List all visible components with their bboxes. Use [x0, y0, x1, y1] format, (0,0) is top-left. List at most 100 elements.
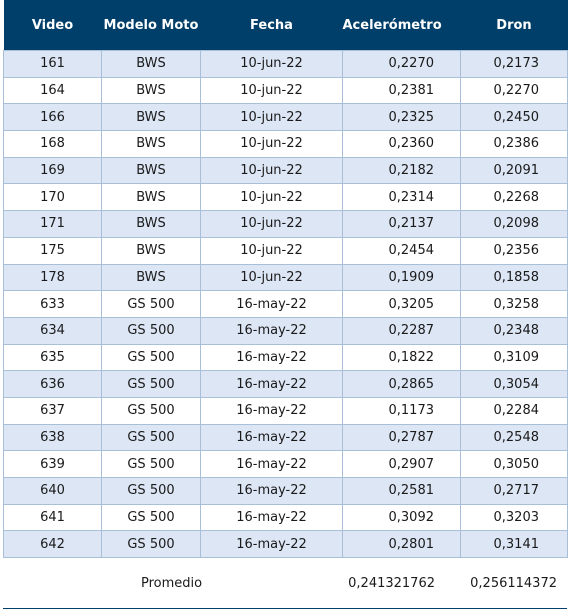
table-row: 639 GS 500 16-may-22 0,2907 0,3050 — [3, 450, 568, 478]
cell-video: 166 — [3, 103, 102, 132]
cell-modelo-moto: BWS — [101, 103, 201, 132]
cell-dron: 0,3054 — [460, 370, 568, 398]
cell-dron: 0,2091 — [460, 156, 568, 185]
cell-modelo-moto: GS 500 — [101, 396, 201, 425]
cell-modelo-moto: BWS — [101, 130, 201, 158]
cell-video: 641 — [3, 503, 102, 532]
cell-modelo-moto: GS 500 — [101, 316, 201, 345]
cell-acelerometro: 0,2314 — [342, 183, 461, 212]
table-row: 634 GS 500 16-may-22 0,2287 0,2348 — [3, 316, 568, 345]
table-row: 175 BWS 10-jun-22 0,2454 0,2356 — [3, 236, 568, 265]
cell-dron: 0,2284 — [460, 396, 568, 425]
cell-video: 164 — [3, 76, 102, 105]
header-dron: Dron — [460, 0, 568, 51]
cell-acelerometro: 0,2325 — [342, 103, 461, 132]
cell-video: 642 — [3, 530, 102, 559]
cell-fecha: 16-may-22 — [200, 396, 343, 425]
cell-video: 639 — [3, 450, 102, 478]
table-row: 178 BWS 10-jun-22 0,1909 0,1858 — [3, 263, 568, 292]
cell-modelo-moto: BWS — [101, 76, 201, 105]
cell-fecha: 10-jun-22 — [200, 183, 343, 212]
cell-video: 168 — [3, 130, 102, 158]
cell-acelerometro: 0,2907 — [342, 450, 461, 478]
cell-fecha: 10-jun-22 — [200, 130, 343, 158]
cell-fecha: 16-may-22 — [200, 503, 343, 532]
cell-fecha: 10-jun-22 — [200, 210, 343, 238]
cell-modelo-moto: GS 500 — [101, 370, 201, 398]
cell-video: 633 — [3, 290, 102, 318]
cell-video: 637 — [3, 396, 102, 425]
cell-fecha: 10-jun-22 — [200, 103, 343, 132]
table-row: 636 GS 500 16-may-22 0,2865 0,3054 — [3, 370, 568, 398]
header-row: Video Modelo Moto Fecha Acelerómetro Dro… — [3, 0, 568, 51]
cell-dron: 0,3258 — [460, 290, 568, 318]
header-fecha: Fecha — [200, 0, 343, 51]
cell-fecha: 16-may-22 — [200, 423, 343, 452]
table-row: 633 GS 500 16-may-22 0,3205 0,3258 — [3, 290, 568, 318]
table-row: 170 BWS 10-jun-22 0,2314 0,2268 — [3, 183, 568, 212]
cell-fecha: 10-jun-22 — [200, 236, 343, 265]
header-video: Video — [3, 0, 102, 51]
average-acelerometro: 0,241321762 — [348, 576, 435, 591]
cell-modelo-moto: BWS — [101, 210, 201, 238]
cell-dron: 0,2173 — [460, 50, 568, 78]
cell-acelerometro: 0,2182 — [342, 156, 461, 185]
cell-acelerometro: 0,2581 — [342, 477, 461, 505]
cell-dron: 0,1858 — [460, 263, 568, 292]
average-label: Promedio — [141, 576, 203, 591]
cell-video: 634 — [3, 316, 102, 345]
cell-fecha: 16-may-22 — [200, 370, 343, 398]
cell-acelerometro: 0,1173 — [342, 396, 461, 425]
summary-row: Promedio 0,241321762 0,256114372 — [3, 560, 567, 609]
table-row: 161 BWS 10-jun-22 0,2270 0,2173 — [3, 50, 568, 78]
table-row: 635 GS 500 16-may-22 0,1822 0,3109 — [3, 343, 568, 372]
cell-acelerometro: 0,2865 — [342, 370, 461, 398]
cell-dron: 0,2386 — [460, 130, 568, 158]
table-row: 169 BWS 10-jun-22 0,2182 0,2091 — [3, 156, 568, 185]
table-row: 637 GS 500 16-may-22 0,1173 0,2284 — [3, 396, 568, 425]
data-table: Video Modelo Moto Fecha Acelerómetro Dro… — [3, 0, 568, 559]
cell-video: 169 — [3, 156, 102, 185]
cell-fecha: 16-may-22 — [200, 290, 343, 318]
cell-modelo-moto: GS 500 — [101, 450, 201, 478]
cell-dron: 0,2356 — [460, 236, 568, 265]
cell-modelo-moto: GS 500 — [101, 503, 201, 532]
cell-dron: 0,3203 — [460, 503, 568, 532]
header-acelerometro: Acelerómetro — [342, 0, 461, 51]
cell-modelo-moto: BWS — [101, 263, 201, 292]
cell-fecha: 10-jun-22 — [200, 263, 343, 292]
cell-video: 178 — [3, 263, 102, 292]
cell-video: 161 — [3, 50, 102, 78]
header-modelo-moto: Modelo Moto — [101, 0, 201, 51]
cell-modelo-moto: BWS — [101, 156, 201, 185]
table-row: 640 GS 500 16-may-22 0,2581 0,2717 — [3, 477, 568, 505]
cell-acelerometro: 0,1822 — [342, 343, 461, 372]
cell-modelo-moto: GS 500 — [101, 423, 201, 452]
cell-acelerometro: 0,2287 — [342, 316, 461, 345]
cell-dron: 0,2717 — [460, 477, 568, 505]
cell-dron: 0,3050 — [460, 450, 568, 478]
cell-modelo-moto: BWS — [101, 50, 201, 78]
cell-fecha: 16-may-22 — [200, 316, 343, 345]
table-row: 641 GS 500 16-may-22 0,3092 0,3203 — [3, 503, 568, 532]
cell-dron: 0,2548 — [460, 423, 568, 452]
cell-dron: 0,3141 — [460, 530, 568, 559]
cell-video: 635 — [3, 343, 102, 372]
cell-video: 640 — [3, 477, 102, 505]
table-row: 164 BWS 10-jun-22 0,2381 0,2270 — [3, 76, 568, 105]
cell-dron: 0,2450 — [460, 103, 568, 132]
cell-fecha: 16-may-22 — [200, 343, 343, 372]
cell-modelo-moto: GS 500 — [101, 290, 201, 318]
cell-acelerometro: 0,3092 — [342, 503, 461, 532]
cell-fecha: 16-may-22 — [200, 450, 343, 478]
cell-video: 171 — [3, 210, 102, 238]
cell-acelerometro: 0,2381 — [342, 76, 461, 105]
table-row: 642 GS 500 16-may-22 0,2801 0,3141 — [3, 530, 568, 559]
cell-dron: 0,2270 — [460, 76, 568, 105]
cell-video: 175 — [3, 236, 102, 265]
average-dron: 0,256114372 — [470, 576, 557, 591]
table-row: 168 BWS 10-jun-22 0,2360 0,2386 — [3, 130, 568, 158]
cell-acelerometro: 0,2137 — [342, 210, 461, 238]
cell-fecha: 16-may-22 — [200, 477, 343, 505]
cell-fecha: 10-jun-22 — [200, 156, 343, 185]
